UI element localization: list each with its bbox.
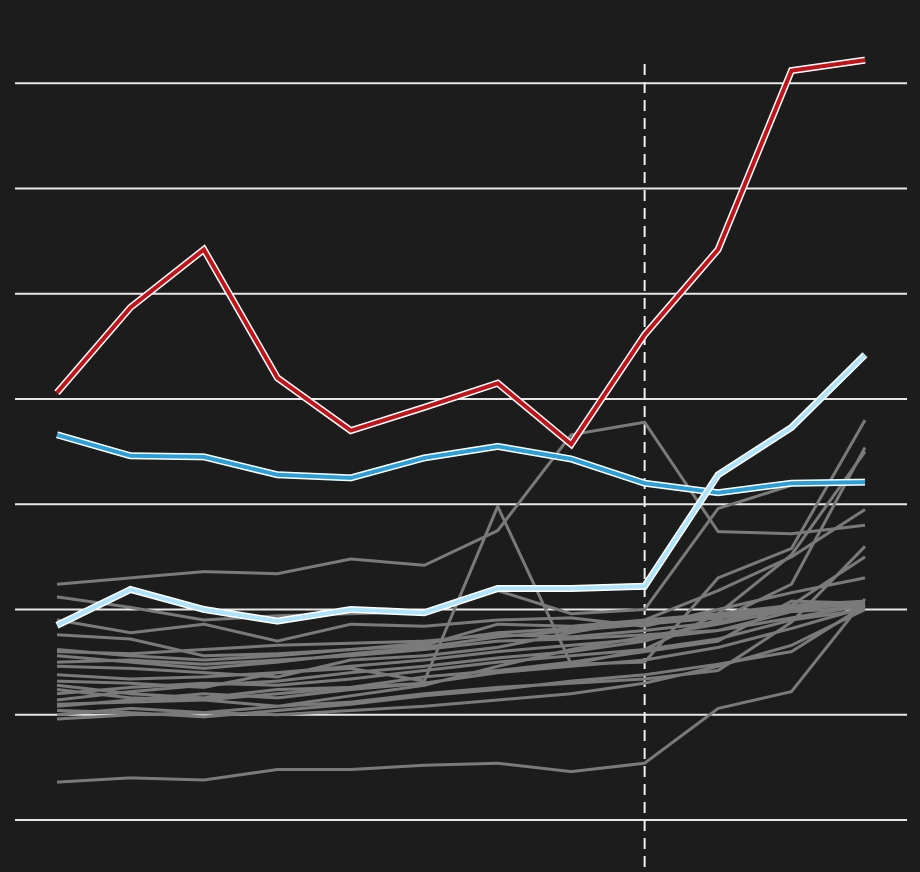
series-line-blue [56,432,866,495]
series-line-gray-3 [56,598,867,784]
series-line-red [55,58,866,448]
series-line-gray-1 [56,420,866,586]
series-line-lightblue [56,353,867,628]
highlight-series-group [54,56,868,629]
series-line-gray-8 [56,576,866,643]
series-line-gray-18 [56,608,866,696]
gray-series-group [56,419,867,784]
series-line-gray-20 [56,605,866,708]
series-line-gray-19 [56,601,866,670]
series-line-gray-21 [56,603,866,662]
series-line-gray-9 [56,508,866,679]
series-line-gray-11 [56,599,866,658]
series-line-gray-17 [56,605,866,681]
series-line-gray-16 [56,608,866,721]
